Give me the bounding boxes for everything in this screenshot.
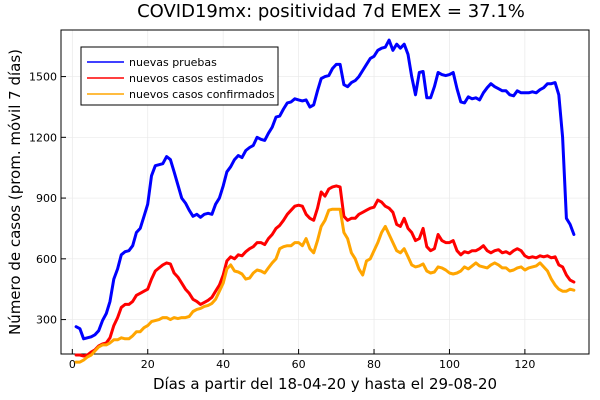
y-tick-label: 900 bbox=[36, 192, 57, 205]
x-axis-label: Días a partir del 18-04-20 y hasta el 29… bbox=[153, 375, 497, 393]
x-tick-label: 60 bbox=[292, 358, 306, 371]
legend-entry-label: nuevas pruebas bbox=[129, 56, 217, 69]
x-tick-label: 80 bbox=[367, 358, 381, 371]
series-line-1 bbox=[74, 38, 576, 341]
legend-box bbox=[80, 46, 279, 106]
series-line-3 bbox=[74, 207, 576, 364]
y-axis-label: Número de casos (prom. móvil 7 días) bbox=[6, 49, 24, 335]
y-tick-label: 1200 bbox=[29, 131, 57, 144]
x-tick-label: 40 bbox=[216, 358, 230, 371]
series-line-2 bbox=[74, 184, 576, 358]
x-tick-label: 100 bbox=[439, 358, 460, 371]
legend-entry-label: nuevos casos estimados bbox=[129, 72, 264, 85]
x-tick-label: 0 bbox=[69, 358, 76, 371]
chart-title: COVID19mx: positividad 7d EMEX = 37.1% bbox=[137, 1, 525, 22]
legend: nuevas pruebas nuevos casos estimados nuev… bbox=[80, 46, 279, 106]
y-tick-label: 1500 bbox=[29, 71, 57, 84]
axis-ticks: 0 20 40 60 80 100 120 300 600 900 1200 1500 bbox=[29, 71, 535, 371]
y-tick-label: 600 bbox=[36, 253, 57, 266]
x-tick-label: 20 bbox=[141, 358, 155, 371]
y-tick-label: 300 bbox=[36, 314, 57, 327]
plot-frame bbox=[60, 29, 590, 355]
series-lines bbox=[74, 38, 576, 364]
legend-entry-label: nuevos casos confirmados bbox=[129, 88, 275, 101]
x-tick-label: 120 bbox=[514, 358, 535, 371]
